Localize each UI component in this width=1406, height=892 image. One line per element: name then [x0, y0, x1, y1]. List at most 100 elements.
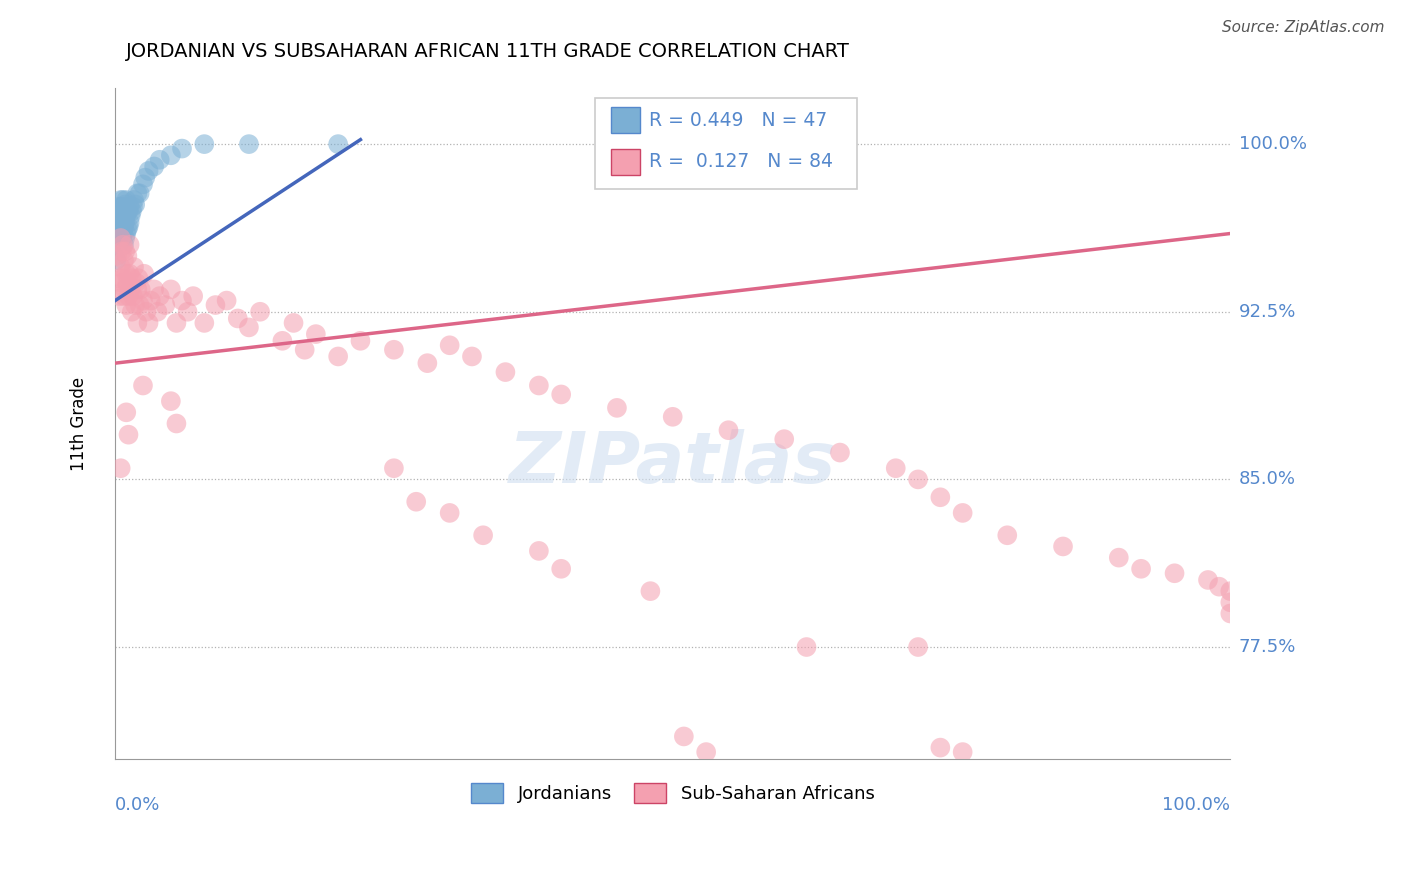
- Point: [294, 343, 316, 357]
- Point: [111, 227, 134, 241]
- Point: [115, 193, 138, 207]
- Point: [995, 528, 1018, 542]
- Point: [118, 237, 141, 252]
- Point: [226, 311, 249, 326]
- Point: [117, 204, 139, 219]
- Point: [149, 289, 172, 303]
- Text: JORDANIAN VS SUBSAHARAN AFRICAN 11TH GRADE CORRELATION CHART: JORDANIAN VS SUBSAHARAN AFRICAN 11TH GRA…: [127, 43, 851, 62]
- Point: [121, 271, 143, 285]
- Point: [143, 282, 166, 296]
- Point: [114, 215, 136, 229]
- Point: [122, 260, 145, 274]
- Point: [122, 289, 145, 303]
- Point: [929, 490, 952, 504]
- Point: [160, 394, 183, 409]
- Point: [124, 197, 146, 211]
- Point: [114, 231, 136, 245]
- Point: [138, 316, 160, 330]
- Point: [160, 282, 183, 296]
- Point: [382, 461, 405, 475]
- Point: [110, 209, 132, 223]
- Point: [111, 209, 134, 223]
- Point: [115, 298, 138, 312]
- Point: [828, 445, 851, 459]
- Point: [118, 267, 141, 281]
- Point: [1219, 595, 1241, 609]
- Point: [796, 640, 818, 654]
- Point: [527, 544, 550, 558]
- Point: [170, 293, 193, 308]
- Point: [108, 200, 131, 214]
- Point: [1197, 573, 1219, 587]
- Point: [111, 215, 134, 229]
- Point: [249, 304, 271, 318]
- Point: [108, 222, 131, 236]
- Point: [111, 231, 134, 245]
- Point: [238, 137, 260, 152]
- Point: [349, 334, 371, 348]
- Point: [105, 231, 128, 245]
- Point: [1219, 607, 1241, 621]
- Point: [132, 267, 155, 281]
- Point: [907, 472, 929, 486]
- Point: [165, 316, 187, 330]
- Point: [204, 298, 226, 312]
- Point: [117, 249, 139, 263]
- FancyBboxPatch shape: [595, 98, 856, 189]
- Text: 0.0%: 0.0%: [115, 796, 160, 814]
- Point: [124, 298, 146, 312]
- Point: [672, 730, 695, 744]
- Text: 77.5%: 77.5%: [1239, 638, 1296, 656]
- Point: [120, 209, 142, 223]
- Point: [1108, 550, 1130, 565]
- Point: [111, 244, 134, 259]
- Point: [134, 170, 156, 185]
- Point: [695, 745, 717, 759]
- Point: [127, 186, 149, 201]
- Point: [117, 276, 139, 290]
- Point: [127, 316, 149, 330]
- Point: [135, 304, 157, 318]
- Point: [128, 271, 150, 285]
- Point: [111, 200, 134, 214]
- Point: [111, 271, 134, 285]
- Text: 11th Grade: 11th Grade: [70, 376, 89, 471]
- Point: [122, 200, 145, 214]
- Point: [884, 461, 907, 475]
- Point: [305, 327, 328, 342]
- Point: [120, 282, 142, 296]
- Point: [238, 320, 260, 334]
- Point: [117, 427, 139, 442]
- Point: [118, 200, 141, 214]
- Point: [122, 193, 145, 207]
- Point: [117, 219, 139, 234]
- Point: [112, 237, 135, 252]
- Point: [527, 378, 550, 392]
- Point: [550, 387, 572, 401]
- Point: [125, 276, 148, 290]
- Bar: [612, 107, 640, 134]
- Point: [405, 494, 427, 508]
- Point: [606, 401, 628, 415]
- Point: [111, 193, 134, 207]
- Point: [121, 204, 143, 219]
- Text: Source: ZipAtlas.com: Source: ZipAtlas.com: [1222, 20, 1385, 35]
- Point: [114, 282, 136, 296]
- Point: [111, 237, 134, 252]
- Point: [117, 289, 139, 303]
- Point: [176, 304, 198, 318]
- Point: [271, 334, 294, 348]
- Point: [105, 253, 128, 268]
- Point: [107, 237, 129, 252]
- Point: [439, 506, 461, 520]
- Point: [215, 293, 238, 308]
- Point: [132, 293, 155, 308]
- Point: [110, 461, 132, 475]
- Point: [138, 164, 160, 178]
- Point: [146, 304, 169, 318]
- Point: [1208, 580, 1230, 594]
- Point: [107, 209, 129, 223]
- Point: [110, 260, 132, 274]
- Point: [1163, 566, 1185, 581]
- Point: [105, 249, 128, 263]
